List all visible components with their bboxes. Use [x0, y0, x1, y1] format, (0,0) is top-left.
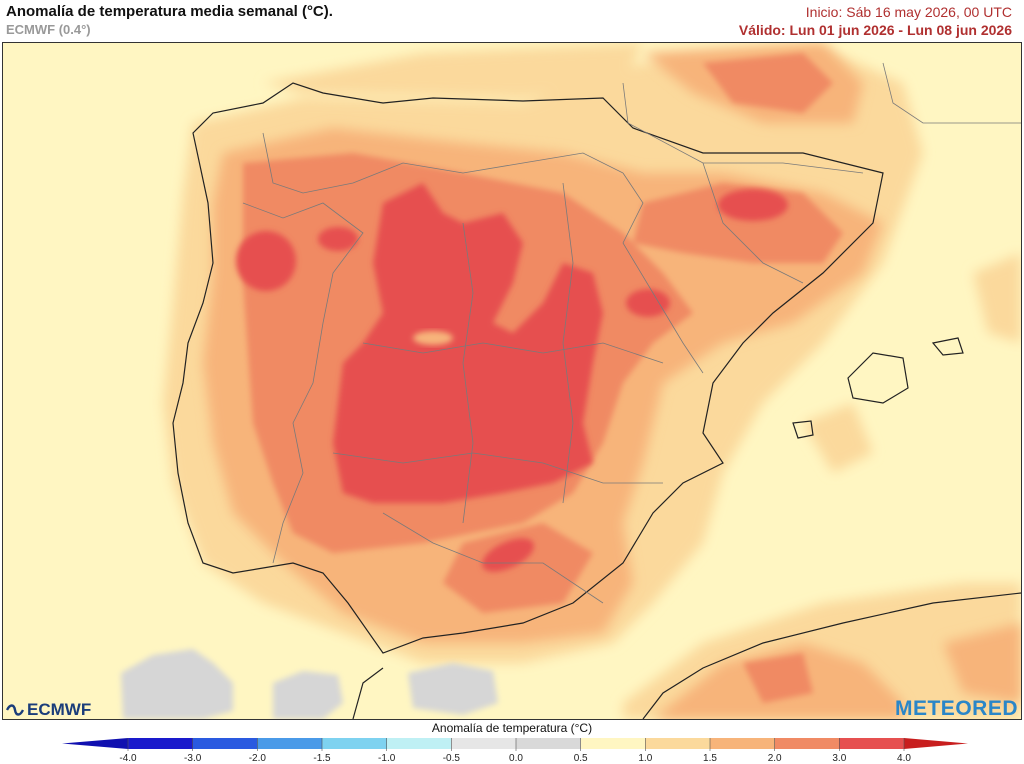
anomaly-band-20 — [236, 183, 788, 572]
legend-swatch — [580, 738, 646, 749]
header: Anomalía de temperatura media semanal (°… — [0, 0, 1024, 42]
legend-tick-label: -4.0 — [119, 753, 137, 764]
ecmwf-logo: ECMWF — [6, 700, 91, 720]
legend-tick-label: 1.0 — [638, 753, 652, 764]
coastlines — [172, 82, 1021, 719]
legend-tick-label: -2.0 — [249, 753, 267, 764]
init-time: Inicio: Sáb 16 may 2026, 00 UTC — [805, 4, 1012, 20]
neutral-areas — [121, 649, 498, 719]
legend-swatch — [322, 738, 388, 749]
map-canvas — [3, 43, 1021, 719]
legend-tick-label: 0.0 — [509, 753, 523, 764]
legend-swatch — [257, 738, 323, 749]
legend-tick-label: 1.5 — [703, 753, 717, 764]
anomaly-map[interactable] — [2, 42, 1022, 720]
map-title: Anomalía de temperatura media semanal (°… — [6, 3, 333, 20]
anomaly-hole — [413, 331, 453, 345]
legend-tick-label: -1.0 — [378, 753, 396, 764]
legend-title: Anomalía de temperatura (°C) — [431, 721, 593, 735]
legend-swatch — [774, 738, 840, 749]
legend-swatch — [516, 738, 582, 749]
legend-swatch — [451, 738, 517, 749]
legend-tick-label: 2.0 — [768, 753, 782, 764]
legend-swatch — [710, 738, 776, 749]
legend-swatch — [386, 738, 452, 749]
legend-tick-label: -0.5 — [443, 753, 461, 764]
ecmwf-logo-text: ECMWF — [27, 700, 92, 719]
legend-swatch — [645, 738, 711, 749]
legend-extend-high — [904, 738, 968, 749]
valid-range: Válido: Lun 01 jun 2026 - Lun 08 jun 202… — [738, 22, 1012, 38]
legend-tick-label: 3.0 — [832, 753, 846, 764]
legend-swatch — [839, 738, 905, 749]
color-legend: -4.0 -3.0 -2.0 -1.5 -1.0 -0.5 0.0 0.5 1.0 1.5 2.0 3… — [62, 738, 968, 764]
legend-tick-label: -1.5 — [313, 753, 331, 764]
legend-tick-label: 0.5 — [574, 753, 588, 764]
legend-swatch — [128, 738, 194, 749]
ecmwf-mark-icon — [6, 704, 24, 716]
legend-tick-label: 4.0 — [897, 753, 911, 764]
legend-extend-low — [62, 738, 128, 749]
legend-tick-label: -3.0 — [184, 753, 202, 764]
admin-borders — [242, 62, 1021, 604]
legend-swatch — [192, 738, 258, 749]
model-label: ECMWF (0.4°) — [6, 22, 91, 37]
meteored-logo: METEORED — [894, 697, 1018, 720]
